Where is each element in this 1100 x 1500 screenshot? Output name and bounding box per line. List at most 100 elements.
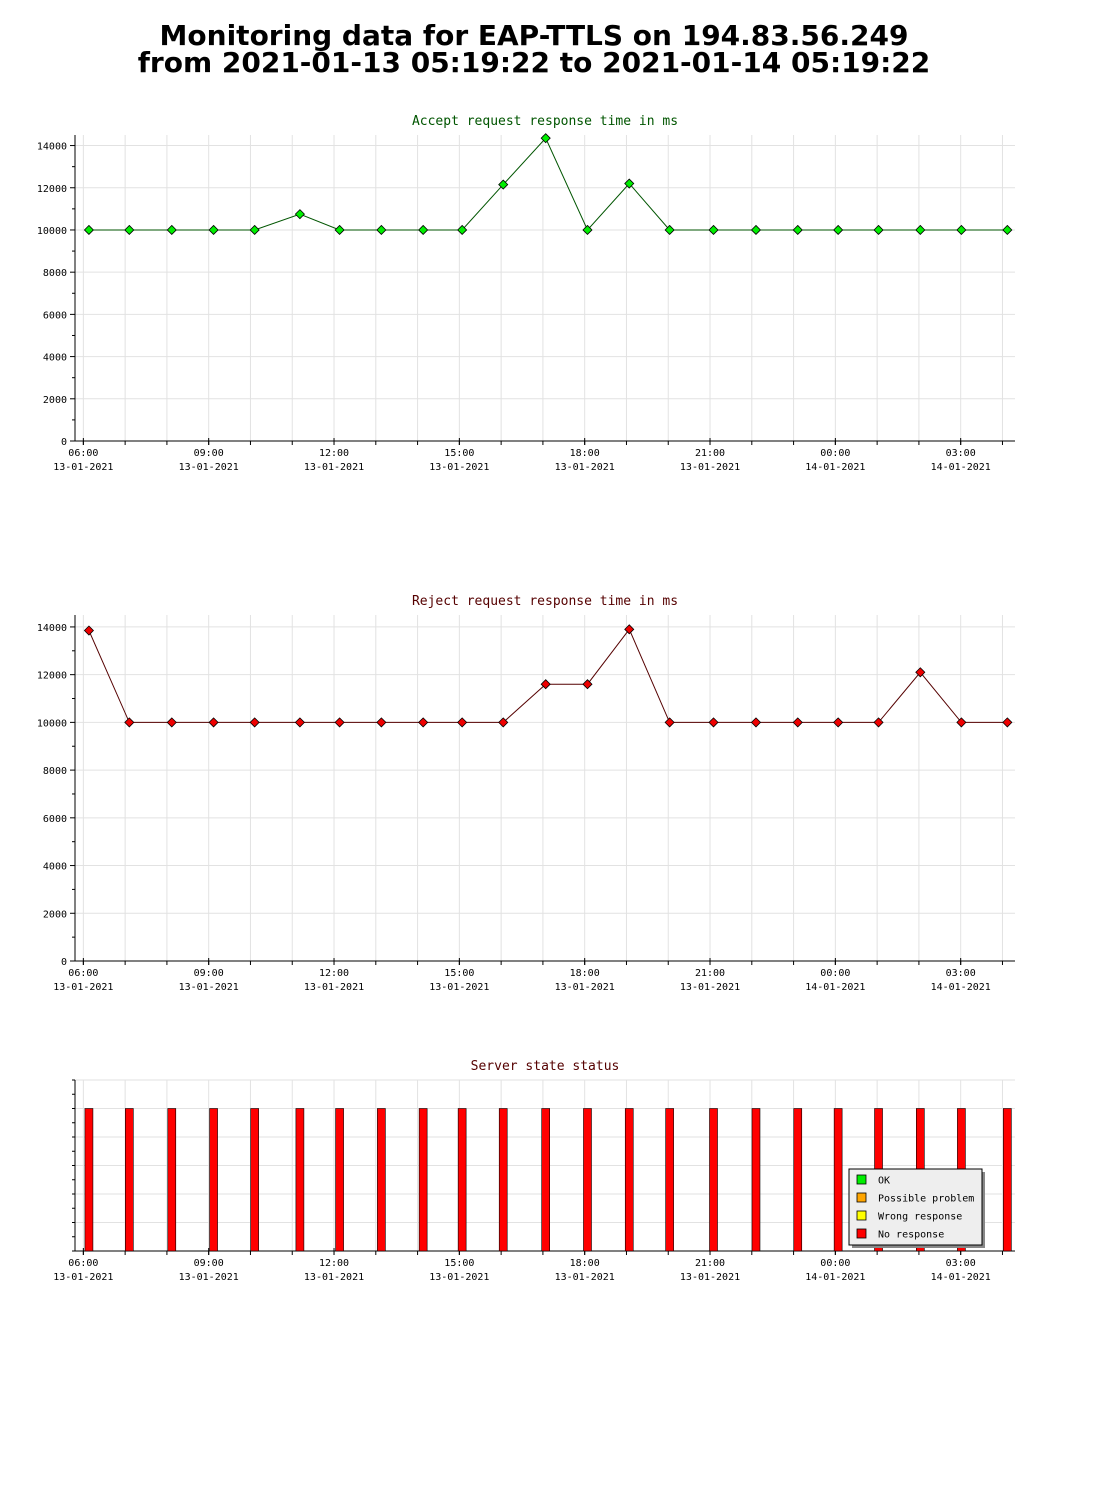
x-tick-label-time: 12:00: [319, 448, 349, 459]
header-line-1: Monitoring data for EAP-TTLS on 194.83.5…: [159, 19, 909, 52]
data-point: [624, 178, 635, 189]
data-point: [376, 717, 387, 728]
y-tick-label: 8000: [43, 766, 67, 777]
x-tick-label-date: 13-01-2021: [53, 462, 113, 473]
reject-response-chart: Reject request response time in ms 06:00 1…: [37, 594, 1015, 993]
data-point: [249, 224, 260, 236]
legend-label: Possible problem: [878, 1194, 974, 1205]
data-point: [582, 679, 593, 690]
x-tick-label-time: 21:00: [695, 1258, 725, 1269]
x-tick-label-date: 13-01-2021: [53, 1272, 113, 1283]
data-point: [83, 224, 94, 236]
x-tick-label-time: 06:00: [68, 1258, 98, 1269]
data-point: [457, 224, 468, 236]
x-tick-label-date: 13-01-2021: [53, 982, 113, 993]
data-point: [418, 224, 429, 236]
y-tick-label: 14000: [37, 623, 67, 634]
data-point: [540, 133, 551, 144]
data-point: [249, 717, 260, 728]
data-point: [833, 224, 844, 236]
status-bar: [583, 1108, 592, 1252]
status-bar: [295, 1108, 305, 1252]
x-tick-label-time: 12:00: [319, 1258, 349, 1269]
legend-swatch: [856, 1228, 867, 1239]
x-tick-label-time: 00:00: [820, 448, 850, 459]
data-point: [664, 224, 675, 236]
status-bar: [418, 1108, 428, 1252]
data-point: [208, 717, 219, 728]
y-tick-label: 0: [61, 957, 67, 968]
y-tick-label: 8000: [43, 268, 67, 279]
chart-title: Reject request response time in ms: [412, 594, 678, 609]
data-point: [582, 224, 593, 236]
data-point: [956, 224, 967, 236]
data-point: [792, 224, 803, 236]
data-point: [708, 717, 719, 728]
x-tick-label-date: 13-01-2021: [680, 462, 740, 473]
status-bar: [709, 1108, 718, 1252]
legend-label: Wrong response: [878, 1212, 962, 1223]
x-tick-label-time: 03:00: [946, 448, 976, 459]
y-tick-label: 6000: [43, 814, 67, 825]
x-tick-label-date: 13-01-2021: [555, 982, 615, 993]
data-point: [166, 224, 177, 236]
x-tick-label-time: 03:00: [946, 1258, 976, 1269]
legend-swatch: [856, 1174, 867, 1185]
y-tick-label: 4000: [43, 353, 67, 364]
x-tick-label-time: 09:00: [194, 448, 224, 459]
x-tick-label-date: 13-01-2021: [429, 462, 489, 473]
data-point: [208, 224, 219, 236]
y-tick-label: 2000: [43, 909, 67, 920]
x-tick-label-date: 13-01-2021: [680, 982, 740, 993]
data-point: [915, 224, 926, 236]
data-point: [664, 717, 675, 728]
x-tick-label-date: 14-01-2021: [805, 1272, 865, 1283]
x-tick-label-time: 12:00: [319, 968, 349, 979]
y-tick-label: 6000: [43, 310, 67, 321]
x-tick-label-date: 13-01-2021: [429, 982, 489, 993]
status-bar: [498, 1108, 508, 1252]
data-point: [334, 224, 345, 236]
x-tick-label-date: 13-01-2021: [680, 1272, 740, 1283]
x-tick-label-time: 15:00: [444, 968, 474, 979]
y-tick-label: 12000: [37, 184, 67, 195]
data-point: [792, 717, 803, 728]
y-tick-label: 0: [61, 437, 67, 448]
x-tick-label-time: 18:00: [570, 1258, 600, 1269]
status-bar: [793, 1108, 803, 1252]
data-point: [498, 717, 509, 728]
status-bar: [1003, 1108, 1012, 1252]
x-tick-label-date: 13-01-2021: [179, 462, 239, 473]
x-tick-label-time: 18:00: [570, 968, 600, 979]
x-tick-label-date: 13-01-2021: [179, 1272, 239, 1283]
status-bar: [377, 1108, 386, 1252]
data-point: [708, 224, 719, 236]
legend-swatch: [856, 1192, 867, 1203]
x-tick-label-date: 14-01-2021: [805, 462, 865, 473]
data-point: [1002, 224, 1013, 236]
data-point: [873, 717, 884, 728]
data-point: [750, 224, 762, 236]
data-point: [334, 717, 345, 728]
x-tick-label-time: 09:00: [194, 968, 224, 979]
status-bar: [665, 1108, 674, 1252]
data-point: [873, 224, 884, 236]
y-tick-label: 14000: [37, 142, 67, 153]
x-tick-label-date: 13-01-2021: [429, 1272, 489, 1283]
data-point: [83, 625, 94, 636]
data-point: [457, 717, 468, 728]
status-bar: [125, 1108, 134, 1252]
status-bar: [209, 1108, 218, 1252]
y-tick-label: 12000: [37, 671, 67, 682]
x-tick-label-date: 14-01-2021: [931, 462, 991, 473]
status-bar: [250, 1108, 259, 1252]
y-tick-label: 10000: [37, 718, 67, 729]
x-tick-label-time: 18:00: [570, 448, 600, 459]
data-point: [498, 179, 509, 190]
x-tick-label-time: 21:00: [695, 448, 725, 459]
x-tick-label-time: 06:00: [68, 968, 98, 979]
page-header: Monitoring data for EAP-TTLS on 194.83.5…: [0, 19, 1068, 77]
x-tick-label-date: 13-01-2021: [304, 462, 364, 473]
x-tick-label-date: 14-01-2021: [931, 982, 991, 993]
y-tick-label: 4000: [43, 862, 67, 873]
